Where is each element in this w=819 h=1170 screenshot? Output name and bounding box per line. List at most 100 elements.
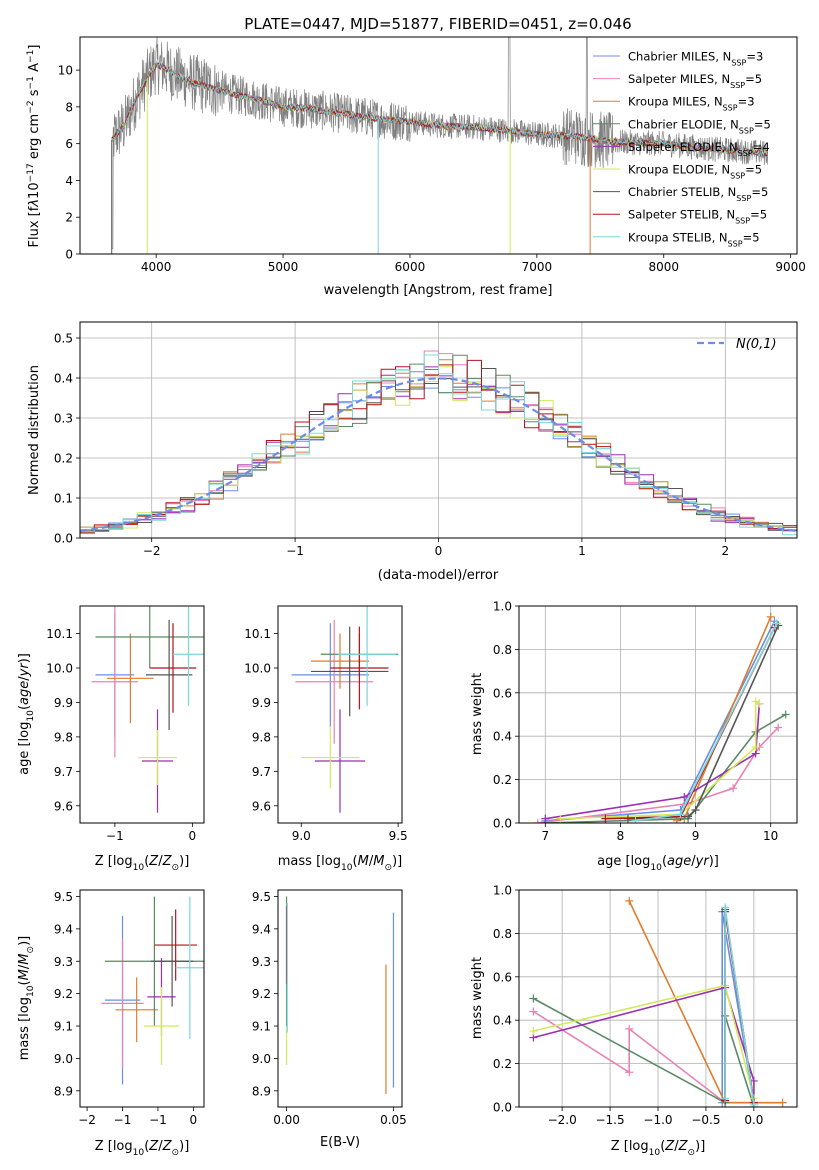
y-tick-label: 0.2 (493, 1057, 512, 1071)
y-tick-label: 0.3 (54, 412, 73, 426)
legend-entry: Kroupa ELODIE, NSSP=5 (628, 163, 762, 181)
plus-marker (625, 896, 634, 905)
x-axis-label: E(B-V) (320, 1135, 360, 1150)
y-tick-label: 10.0 (244, 662, 271, 676)
y-tick-label: 9.4 (54, 922, 73, 936)
mass-weight-line (533, 997, 755, 1107)
x-axis-label: wavelength [Angstrom, rest frame] (324, 283, 553, 298)
y-tick-label: 9.1 (252, 1020, 271, 1034)
x-tick-label: −1.5 (595, 1113, 624, 1127)
y-axis-label: mass weight (470, 673, 485, 755)
plus-marker (529, 1007, 538, 1016)
legend-entry: Kroupa STELIB, NSSP=5 (628, 230, 760, 248)
x-axis-label: Z [log10(Z/Z⊙)] (611, 1139, 706, 1158)
y-tick-label: 10.0 (46, 662, 73, 676)
axes-frame (79, 605, 205, 824)
legend: N(0,1) (697, 337, 777, 352)
y-tick-label: 9.2 (252, 987, 271, 1001)
x-tick-label: 0.05 (380, 1113, 407, 1127)
plus-marker (672, 816, 681, 823)
mass-vs-Z-panel: −2 −1 −1 0 8.9 9.0 9.1 9.2 9.3 9.4 9.5 (54, 889, 205, 1127)
plus-marker (529, 1027, 538, 1036)
chart-title: PLATE=0447, MJD=51877, FIBERID=0451, z=0… (244, 15, 631, 33)
plus-marker (556, 814, 565, 823)
x-tick-label: 8 (617, 829, 625, 843)
mass-weight-line (537, 726, 779, 823)
mass-weight-line (545, 703, 761, 820)
x-axis-label: Z [log10(Z/Z⊙)] (95, 1139, 190, 1158)
x-tick-label: 0.0 (744, 1113, 763, 1127)
legend-entry: Salpeter MILES, NSSP=5 (628, 72, 762, 90)
y-tick-label: 9.5 (252, 890, 271, 904)
residuals-panel: −2 −1 0 1 2 0.0 0.1 0.2 0.3 0.4 0.5 (54, 321, 798, 558)
y-tick-label: 9.9 (252, 696, 271, 710)
age-vs-mass-panel: 9.0 9.5 9.6 9.7 9.8 9.9 10.0 10.1 (244, 605, 408, 843)
x-tick-label: −2.0 (548, 1113, 577, 1127)
x-tick-label: 0 (190, 1113, 198, 1127)
y-tick-label: 9.6 (54, 799, 73, 813)
axes-frame (277, 889, 403, 1108)
x-tick-label: 7 (541, 829, 549, 843)
x-tick-label: −1 (114, 1113, 132, 1127)
y-tick-label: 9.2 (54, 987, 73, 1001)
plus-marker (721, 1094, 730, 1103)
plus-marker (625, 1068, 634, 1077)
x-tick-label: −1 (286, 544, 304, 558)
mass-vs-ebv-panel: 0.00 0.05 8.9 9.0 9.1 9.2 9.3 9.4 9.5 (252, 889, 407, 1127)
x-tick-label: 2 (721, 544, 729, 558)
plot-area (91, 606, 204, 813)
mass-weight-line (545, 713, 787, 823)
y-axis-label: mass [log10(M/M⊙)] (17, 936, 36, 1060)
y-tick-label: 9.0 (252, 1052, 271, 1066)
y-tick-label: 0.2 (54, 452, 73, 466)
y-tick-label: 4 (65, 174, 73, 188)
legend-entry: Kroupa MILES, NSSP=3 (628, 95, 755, 113)
y-tick-label: 9.4 (252, 922, 271, 936)
plus-marker (684, 812, 693, 821)
x-tick-label: 9000 (775, 260, 806, 274)
y-tick-label: 2 (65, 211, 73, 225)
y-tick-label: 1.0 (493, 884, 512, 898)
plus-marker (631, 816, 640, 823)
x-tick-label: 0.00 (273, 1113, 300, 1127)
y-tick-label: 9.3 (54, 955, 73, 969)
mass-weight-line (532, 1010, 754, 1104)
mass-weight-line (533, 986, 755, 1103)
y-tick-label: 0.4 (493, 1014, 512, 1028)
y-tick-label: 9.6 (252, 799, 271, 813)
x-tick-label: 4000 (141, 260, 172, 274)
x-axis-label: age [log10(age/yr)] (597, 854, 719, 873)
mass-weight-line (724, 907, 755, 1105)
plus-marker (749, 1100, 758, 1107)
y-tick-label: 0.6 (493, 686, 512, 700)
x-axis-label: (data-model)/error (378, 568, 499, 583)
spectrum-panel: 4000 5000 6000 7000 8000 9000 0 2 4 6 8 10 (58, 36, 806, 274)
y-axis-label: age [log10(age/yr)] (17, 653, 36, 775)
plus-marker (766, 612, 775, 621)
plus-marker (774, 723, 783, 732)
plus-marker (529, 994, 538, 1003)
model-line (111, 60, 768, 157)
y-tick-label: 8.9 (252, 1084, 271, 1098)
plus-marker (778, 1098, 787, 1107)
x-tick-label: 1 (578, 544, 586, 558)
y-tick-label: 0.5 (54, 332, 73, 346)
x-tick-label: −0.5 (691, 1113, 720, 1127)
y-tick-label: 9.9 (54, 696, 73, 710)
y-tick-label: 6 (65, 137, 73, 151)
x-tick-label: 0 (189, 829, 197, 843)
mass-weight-line (533, 984, 755, 1103)
axes-frame (79, 36, 798, 255)
axes-frame (79, 889, 205, 1108)
y-tick-label: 0.8 (493, 927, 512, 941)
y-tick-label: 8 (65, 100, 73, 114)
x-tick-label: 9.0 (292, 829, 311, 843)
plus-marker (533, 819, 542, 823)
y-tick-label: 0.0 (493, 817, 512, 831)
plus-marker (676, 810, 685, 819)
y-tick-label: 10.1 (244, 627, 271, 641)
plot-area (285, 896, 395, 1095)
y-axis-label: mass weight (470, 957, 485, 1039)
plus-marker (751, 697, 760, 706)
